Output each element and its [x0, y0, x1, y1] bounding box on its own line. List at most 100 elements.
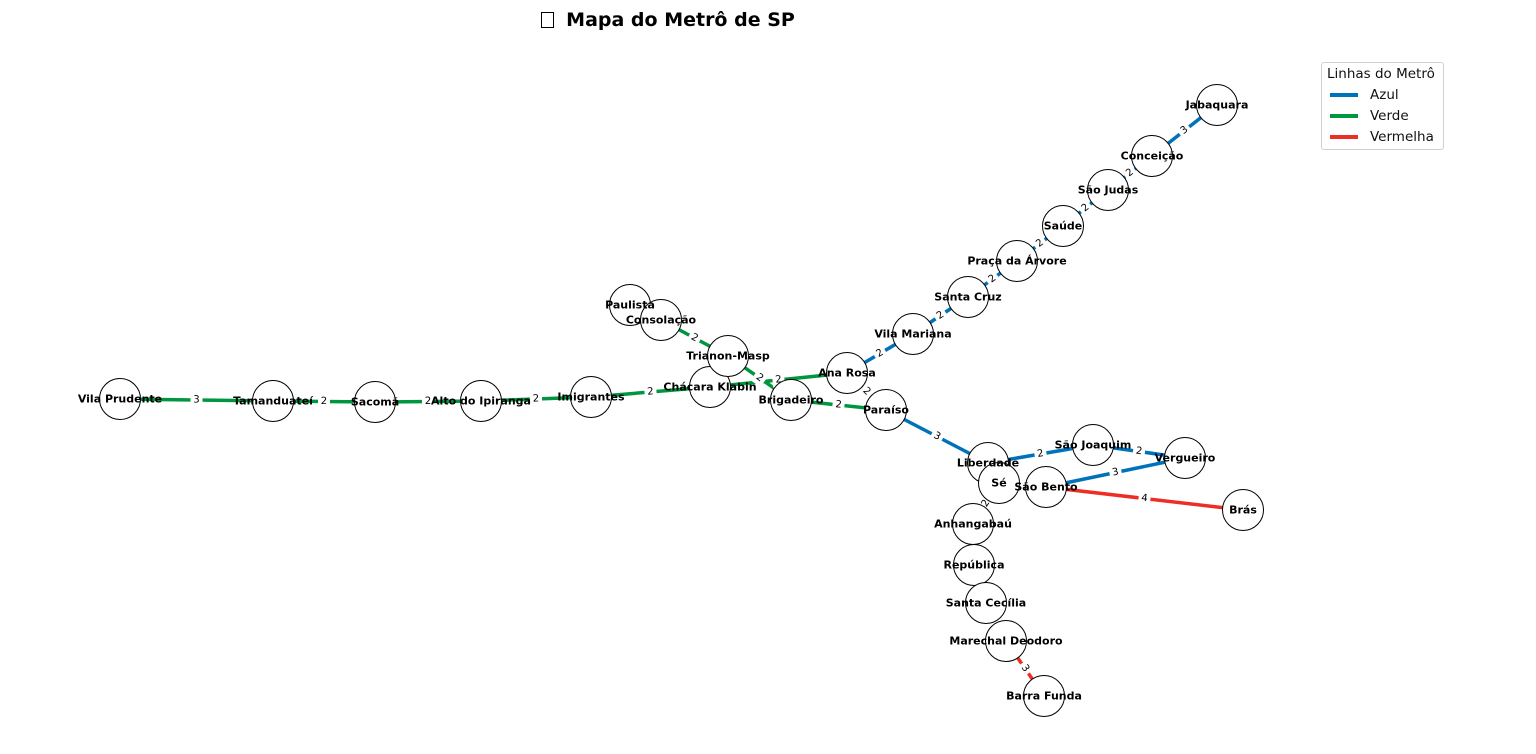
station-node-vila-prudente: [99, 378, 141, 420]
legend-swatch-vermelha: [1330, 135, 1358, 139]
connection-weight-bg: [421, 394, 435, 409]
station-node-republica: [953, 544, 995, 586]
station-label-conceicao: Conceição: [1121, 150, 1184, 163]
connection-weight-liberdade-sao-joaquim: 2: [1033, 446, 1048, 462]
connection-weight-bg: [871, 344, 889, 363]
connection-weight-tamanduatei-sacoma: 2: [317, 394, 331, 409]
connection-weight-text: 2: [1034, 237, 1046, 250]
map-title: Mapa do Metrô de SP: [0, 9, 1336, 31]
station-node-vergueiro: [1164, 437, 1206, 479]
connection-weight-text: 3: [193, 394, 200, 405]
connection-weight-brigadeiro-paraiso: 2: [831, 397, 846, 413]
connection-weight-text: 3: [1179, 124, 1191, 137]
station-label-bras: Brás: [1229, 504, 1257, 517]
connection-weight-text: 2: [775, 374, 782, 386]
connection-weight-text: 2: [754, 372, 766, 385]
connection-weight-trianon-masp-brigadeiro: 2: [750, 368, 769, 388]
connection-weight-bg: [190, 392, 203, 408]
map-title-text: Mapa do Metrô de SP: [566, 9, 795, 31]
station-node-santa-cruz: [947, 276, 989, 318]
connection-weight-bg: [857, 382, 876, 401]
station-node-sao-judas: [1087, 169, 1129, 211]
station-label-sacoma: Sacomã: [351, 396, 399, 409]
connection-weight-sao-joaquim-vergueiro: 2: [1132, 443, 1146, 460]
station-node-trianon-masp: [707, 335, 749, 377]
legend-item-verde: Verde: [1330, 106, 1409, 126]
connection-weight-ana-rosa-vila-mariana: 2: [871, 344, 889, 363]
connection-weight-bg: [643, 384, 658, 400]
connection-weight-vergueiro-sao-bento: 3: [1108, 464, 1123, 481]
station-node-barra-funda: [1023, 675, 1065, 717]
connection-weight-vila-prudente-tamanduatei: 3: [190, 392, 203, 408]
connection-weight-bg: [317, 394, 331, 409]
station-node-vila-mariana: [892, 313, 934, 355]
station-label-praca-da-arvore: Praça da Árvore: [967, 255, 1066, 268]
connection-weight-text: 3: [932, 430, 943, 443]
connection-weight-text: 2: [1080, 202, 1092, 215]
connection-weight-text: 2: [647, 386, 654, 397]
legend-swatch-azul: [1330, 93, 1358, 97]
legend-label-azul: Azul: [1370, 87, 1399, 103]
station-label-trianon-masp: Trianon-Masp: [686, 350, 770, 363]
connection-weight-text: 2: [987, 273, 999, 286]
connection-weight-bg: [976, 494, 996, 513]
connection-weight-se-anhangabau: 2: [976, 494, 996, 513]
station-label-se: Sé: [991, 477, 1006, 490]
connection-weight-ana-rosa-paraiso: 2: [857, 382, 876, 401]
connection-weight-bg: [750, 368, 769, 388]
connection-weight-text: 2: [689, 332, 700, 345]
station-node-sao-bento: [1025, 466, 1067, 508]
legend-item-vermelha: Vermelha: [1330, 127, 1434, 147]
station-node-sacoma: [354, 381, 396, 423]
station-label-alto-do-ipiranga: Alto do Ipiranga: [431, 395, 531, 408]
station-node-bras: [1222, 489, 1264, 531]
station-node-sao-joaquim: [1072, 424, 1114, 466]
connection-weight-conceicao-jabaquara: 3: [1175, 121, 1194, 140]
connection-weight-sacoma-alto-do-ipiranga: 2: [421, 394, 435, 409]
connection-weight-consolacao-trianon-masp: 2: [685, 328, 704, 348]
station-node-saude: [1042, 205, 1084, 247]
connection-weight-text: 2: [1135, 446, 1143, 458]
station-node-brigadeiro: [770, 379, 812, 421]
station-node-imigrantes: [570, 376, 612, 418]
station-label-sao-judas: São Judas: [1078, 184, 1139, 197]
station-label-vila-mariana: Vila Mariana: [874, 328, 951, 341]
connection-weight-bg: [983, 269, 1002, 289]
station-label-anhangabau: Anhangabaú: [934, 518, 1012, 531]
connection-weight-text: 2: [321, 396, 327, 407]
station-label-brigadeiro: Brigadeiro: [759, 394, 824, 407]
station-node-santa-cecilia: [965, 582, 1007, 624]
station-node-marechal-deodoro: [985, 620, 1027, 662]
connection-weight-text: 4: [1141, 493, 1149, 505]
connection-weight-saude-sao-judas: 2: [1076, 198, 1095, 218]
connection-weight-bg: [1120, 163, 1140, 183]
connection-weight-bg: [685, 328, 704, 348]
connection-weight-bg: [1015, 659, 1035, 678]
legend-title: Linhas do Metrô: [1327, 66, 1435, 82]
station-node-se: [978, 462, 1020, 504]
connection-weight-alto-do-ipiranga-imigrantes: 2: [529, 391, 543, 407]
legend-label-vermelha: Vermelha: [1370, 129, 1434, 145]
connection-weight-sao-judas-conceicao: 2: [1120, 163, 1140, 183]
station-node-conceicao: [1131, 135, 1173, 177]
station-label-liberdade: Liberdade: [957, 457, 1019, 470]
connection-weight-text: 3: [1019, 663, 1032, 674]
connection-weight-bg: [1033, 446, 1048, 462]
connection-weight-bg: [1137, 490, 1152, 507]
legend-swatch-verde: [1330, 114, 1358, 118]
station-labels-layer: Vila Prudente Tamanduateí Sacomã Alto do Ip…: [78, 99, 1258, 703]
connection-weight-bg: [1076, 198, 1095, 218]
connection-weight-text: 2: [1036, 448, 1044, 460]
station-node-ana-rosa: [826, 352, 868, 394]
connection-weight-paraiso-liberdade: 3: [928, 427, 946, 446]
station-label-chacara-klabin: Chácara Klabin: [663, 381, 756, 394]
station-label-sao-bento: São Bento: [1014, 481, 1078, 494]
station-label-imigrantes: Imigrantes: [557, 391, 625, 404]
station-label-paraiso: Paraíso: [863, 404, 909, 417]
station-label-santa-cruz: Santa Cruz: [934, 291, 1001, 304]
station-label-saude: Saúde: [1044, 220, 1083, 233]
connection-weight-marechal-deodoro-barra-funda: 3: [1015, 659, 1035, 678]
station-label-tamanduatei: Tamanduateí: [233, 395, 314, 408]
